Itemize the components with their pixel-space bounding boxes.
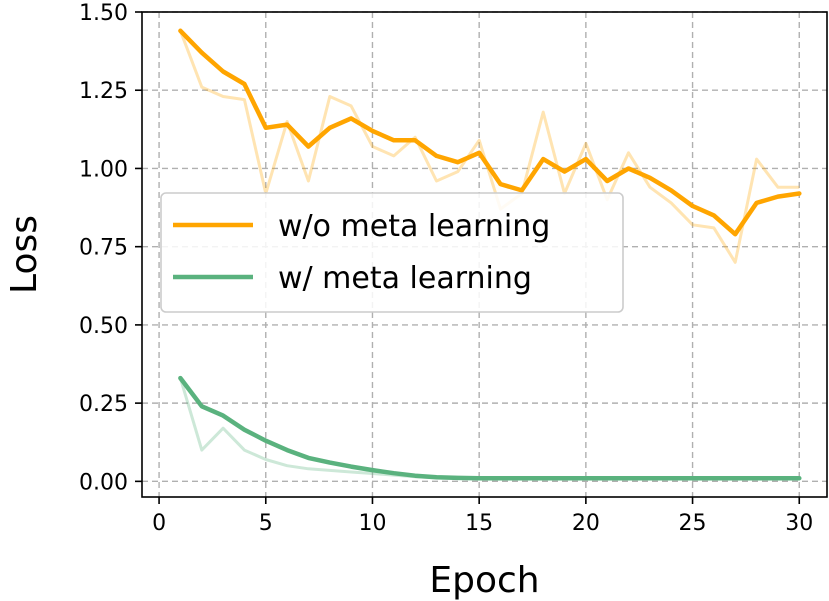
x-tick-label: 25 bbox=[679, 511, 707, 536]
series-raw-line-wo-meta bbox=[178, 30, 800, 264]
legend-box bbox=[160, 192, 624, 313]
y-tick-label: 0.75 bbox=[79, 236, 128, 261]
legend: w/o meta learning w/ meta learning bbox=[160, 192, 624, 313]
y-tick-label: 1.50 bbox=[79, 1, 128, 26]
y-tick-label: 1.25 bbox=[79, 79, 128, 104]
legend-label-wo-meta: w/o meta learning bbox=[278, 209, 550, 244]
y-axis-label: Loss bbox=[4, 215, 45, 294]
y-tick-label: 0.25 bbox=[79, 392, 128, 417]
y-tick-label: 1.00 bbox=[79, 157, 128, 182]
x-axis-label: Epoch bbox=[429, 560, 539, 601]
x-tick-label: 20 bbox=[572, 511, 600, 536]
x-tick-label: 30 bbox=[785, 511, 813, 536]
axis-ticks bbox=[135, 11, 801, 504]
series-smoothed-line-w-meta bbox=[178, 375, 802, 481]
legend-label-w-meta: w/ meta learning bbox=[278, 261, 532, 296]
x-tick-label: 15 bbox=[465, 511, 493, 536]
tick-labels: 0 5 10 15 20 25 30 0.00 0.25 0.50 0.75 1.00 1.25 1.50 bbox=[79, 1, 813, 536]
x-tick-label: 5 bbox=[259, 511, 273, 536]
x-tick-label: 0 bbox=[152, 511, 166, 536]
x-tick-label: 10 bbox=[358, 511, 386, 536]
y-tick-label: 0.00 bbox=[79, 470, 128, 495]
plot-frame bbox=[141, 11, 828, 498]
series-raw-line-w-meta bbox=[178, 377, 800, 480]
y-tick-label: 0.50 bbox=[79, 314, 128, 339]
series-layer bbox=[178, 28, 802, 481]
series-smoothed-line-wo-meta bbox=[178, 28, 802, 237]
